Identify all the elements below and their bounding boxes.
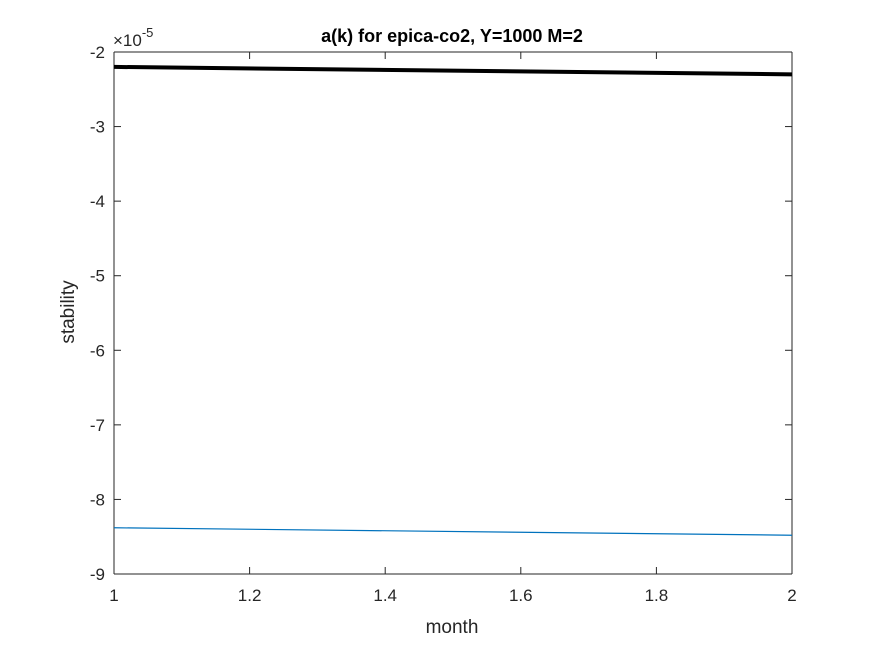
axes-box [113,51,793,575]
y-tick-label: -2 [90,43,105,62]
x-tick-label: 1.2 [238,586,262,605]
y-exponent-base: ×10 [113,31,142,50]
x-tick-label: 1.4 [373,586,397,605]
x-axis-ticks: 1 1.2 1.4 1.6 1.8 2 [109,52,797,605]
y-tick-label: -3 [90,118,105,137]
x-tick-label: 1.6 [509,586,533,605]
y-tick-label: -5 [90,267,105,286]
y-tick-label: -9 [90,565,105,584]
x-tick-label: 1.8 [645,586,669,605]
y-tick-label: -7 [90,416,105,435]
y-axis-label: stability [58,280,79,344]
y-exponent-label: ×10-5 [113,25,153,50]
y-exponent-power: -5 [142,25,154,40]
series-line-1 [113,64,793,77]
x-axis-label: month [426,617,479,638]
chart-title: a(k) for epica-co2, Y=1000 M=2 [321,26,583,46]
y-tick-label: -4 [90,192,105,211]
x-tick-label: 2 [787,586,796,605]
x-tick-label: 1 [109,586,118,605]
y-tick-label: -8 [90,490,105,509]
series-line-2 [113,527,793,536]
y-tick-label: -6 [90,341,105,360]
y-axis-ticks: -9 -8 -7 -6 -5 -4 -3 -2 [90,43,792,584]
series-layer [113,64,793,536]
